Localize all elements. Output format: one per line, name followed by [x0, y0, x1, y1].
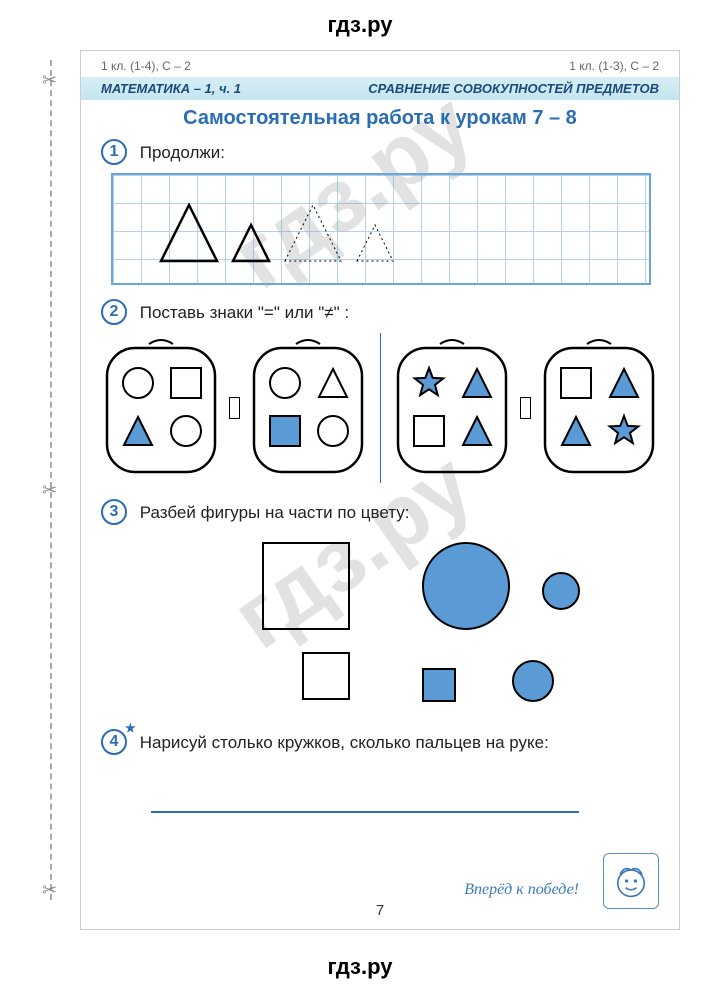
page-meta: 1 кл. (1-4), С – 2 1 кл. (1-3), С – 2	[101, 59, 659, 73]
watermark-bottom: гдз.ру	[0, 954, 720, 980]
task-number: 3	[101, 499, 127, 525]
task-1: 1 Продолжи:	[101, 141, 659, 167]
shape-square	[301, 651, 351, 706]
grid-workarea[interactable]	[111, 173, 651, 285]
scissors-icon: ✂	[42, 70, 57, 91]
task-3: 3 Разбей фигуры на части по цвету:	[101, 501, 659, 527]
header-left: МАТЕМАТИКА – 1, ч. 1	[101, 81, 241, 96]
scissors-icon: ✂	[42, 880, 57, 901]
task-number: 2	[101, 299, 127, 325]
meta-right: 1 кл. (1-3), С – 2	[569, 59, 659, 73]
shapes-area[interactable]	[141, 541, 621, 711]
worksheet-page: 1 кл. (1-4), С – 2 1 кл. (1-3), С – 2 МА…	[80, 50, 680, 930]
task-4: 4 ★ Нарисуй столько кружков, сколько пал…	[101, 731, 659, 757]
task-text: Продолжи:	[140, 143, 225, 162]
kid-icon	[603, 853, 659, 909]
answer-line[interactable]	[151, 811, 579, 813]
bag	[539, 338, 659, 478]
sign-input[interactable]	[229, 397, 240, 419]
shape-circle	[511, 659, 555, 708]
task-text: Поставь знаки "=" или "≠" :	[140, 303, 349, 322]
shape-circle	[421, 541, 511, 636]
separator	[380, 333, 381, 483]
header-band: МАТЕМАТИКА – 1, ч. 1 СРАВНЕНИЕ СОВОКУПНО…	[81, 77, 679, 100]
scissors-icon: ✂	[42, 480, 57, 501]
bag	[248, 338, 368, 478]
page-number: 7	[81, 902, 679, 919]
bag	[101, 338, 221, 478]
star-marker: ★	[125, 721, 136, 735]
triangles-pattern	[113, 175, 653, 287]
watermark-top: гдз.ру	[0, 12, 720, 38]
task-text: Разбей фигуры на части по цвету:	[140, 503, 410, 522]
bags-row	[101, 333, 659, 483]
footer-motto: Вперёд к победе!	[464, 881, 579, 899]
meta-left: 1 кл. (1-4), С – 2	[101, 59, 191, 73]
bag	[392, 338, 512, 478]
header-right: СРАВНЕНИЕ СОВОКУПНОСТЕЙ ПРЕДМЕТОВ	[368, 81, 659, 96]
task-number: 4	[101, 729, 127, 755]
sign-input[interactable]	[520, 397, 531, 419]
shape-square	[421, 667, 457, 708]
shape-square	[261, 541, 351, 636]
task-2: 2 Поставь знаки "=" или "≠" :	[101, 301, 659, 327]
task-number: 1	[101, 139, 127, 165]
shape-circle	[541, 571, 581, 616]
task-text: Нарисуй столько кружков, сколько пальцев…	[140, 733, 549, 752]
page-title: Самостоятельная работа к урокам 7 – 8	[81, 107, 679, 130]
